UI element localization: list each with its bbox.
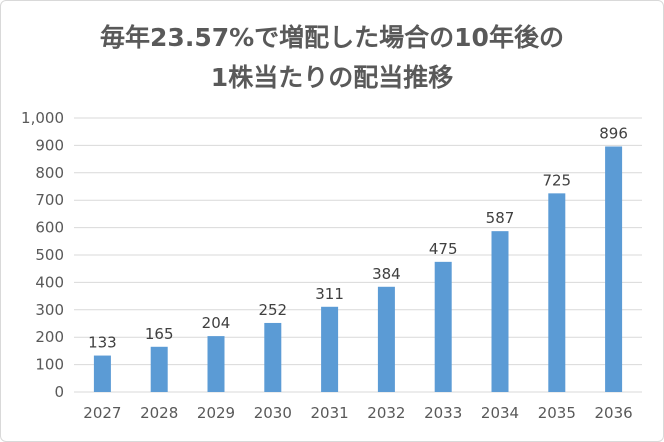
y-tick-label: 500 (35, 246, 64, 264)
bar (150, 346, 168, 392)
x-tick-label: 2032 (367, 404, 405, 422)
x-tick-label: 2028 (140, 404, 178, 422)
chart-title-line-1: 毎年23.57%で増配した場合の10年後の (100, 23, 564, 52)
y-tick-label: 100 (35, 356, 64, 374)
x-tick-label: 2029 (197, 404, 235, 422)
data-label: 896 (599, 124, 628, 142)
chart-title-line-2: 1株当たりの配当推移 (210, 63, 454, 92)
x-tick-label: 2033 (424, 404, 462, 422)
y-tick-label: 800 (35, 164, 64, 182)
bar (605, 146, 623, 392)
y-tick-label: 600 (35, 219, 64, 237)
data-label: 165 (145, 325, 174, 343)
bar (548, 193, 566, 392)
x-tick-label: 2031 (311, 404, 349, 422)
y-tick-label: 700 (35, 191, 64, 209)
bar (377, 286, 395, 392)
data-label: 475 (429, 240, 458, 258)
data-label: 384 (372, 265, 401, 283)
y-tick-label: 400 (35, 273, 64, 291)
bar (434, 261, 452, 392)
data-label: 311 (315, 285, 344, 303)
x-tick-label: 2027 (83, 404, 121, 422)
bar (207, 336, 225, 392)
y-tick-label: 1,000 (21, 109, 64, 127)
bar (491, 231, 509, 392)
y-tick-label: 900 (35, 136, 64, 154)
x-tick-label: 2035 (538, 404, 576, 422)
data-label: 133 (88, 334, 117, 352)
y-tick-label: 200 (35, 328, 64, 346)
bar (321, 306, 339, 392)
x-tick-label: 2030 (254, 404, 292, 422)
data-label: 204 (202, 314, 231, 332)
data-label: 725 (542, 171, 571, 189)
data-label: 252 (258, 301, 287, 319)
data-label: 587 (486, 209, 515, 227)
y-tick-label: 300 (35, 301, 64, 319)
x-tick-label: 2036 (595, 404, 633, 422)
y-tick-label: 0 (54, 383, 64, 401)
bar (264, 322, 282, 392)
x-tick-label: 2034 (481, 404, 519, 422)
bar (93, 355, 111, 392)
